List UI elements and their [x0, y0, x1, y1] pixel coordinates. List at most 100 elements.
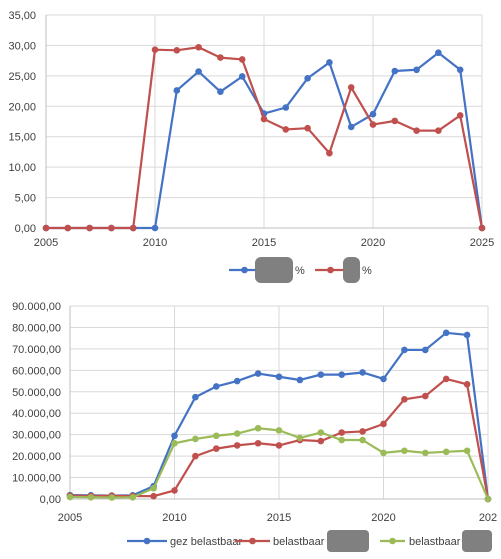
data-point: [213, 432, 220, 440]
data-point: [213, 445, 220, 452]
y-tick-label: 50.000,00: [12, 387, 61, 399]
data-point: [456, 66, 464, 74]
data-point: [254, 370, 262, 377]
data-point: [484, 495, 492, 503]
data-point: [317, 437, 325, 445]
x-tick-label: 2010: [143, 237, 167, 249]
legend: gez belastbaar belastbaar belastbaar: [127, 530, 492, 552]
data-point: [275, 442, 283, 449]
data-point: [478, 224, 486, 232]
x-tick-label: 2015: [252, 237, 276, 249]
legend-item: %: [315, 257, 372, 283]
data-point: [195, 43, 202, 51]
data-point: [391, 117, 399, 125]
data-point: [296, 376, 304, 384]
y-tick-label: 40.000,00: [12, 408, 61, 420]
data-point: [282, 126, 290, 133]
data-point: [275, 373, 283, 381]
data-point: [42, 224, 50, 232]
y-tick-label: 35,00: [8, 10, 36, 22]
data-point: [254, 439, 262, 447]
x-tick-label: 2020: [361, 237, 385, 249]
data-point: [369, 110, 377, 118]
data-point: [192, 452, 199, 460]
data-point: [317, 371, 325, 378]
legend-item: gez belastbaar: [127, 536, 242, 548]
x-tick-label: 2005: [58, 512, 82, 524]
legend: %%: [229, 257, 372, 283]
data-point: [87, 493, 95, 501]
data-point: [64, 224, 72, 232]
y-tick-label: 20.000,00: [12, 451, 61, 463]
y-tick-label: 10.000,00: [12, 473, 61, 485]
x-tick-label: 2020: [371, 512, 395, 524]
y-tick-label: 25,00: [8, 71, 36, 83]
data-point: [150, 484, 157, 492]
x-tick-label: 202: [479, 512, 497, 524]
data-point: [192, 393, 199, 401]
data-point: [171, 439, 178, 447]
redacted-legend-text: [327, 530, 369, 552]
data-point: [86, 224, 93, 232]
legend-label: %: [295, 265, 305, 277]
legend-label: belastbaar: [273, 536, 325, 548]
data-point: [129, 493, 136, 501]
legend-item: belastbaar: [235, 530, 369, 552]
data-point: [296, 434, 304, 442]
data-point: [391, 67, 399, 75]
x-tick-label: 2005: [34, 237, 58, 249]
y-tick-label: 30,00: [8, 40, 36, 52]
data-point: [254, 424, 262, 432]
y-tick-label: 20,00: [8, 101, 36, 113]
data-point: [233, 442, 241, 449]
data-point: [173, 46, 181, 54]
data-point: [233, 377, 241, 385]
data-point: [359, 428, 366, 435]
x-tick-label: 2010: [162, 512, 186, 524]
data-point: [304, 124, 311, 132]
amount-line-chart: 0,00 10.000,00 20.000,00 30.000,00 40.000,00…: [12, 301, 497, 552]
legend-label: gez belastbaar: [170, 536, 242, 548]
data-point: [422, 346, 429, 354]
data-point: [463, 447, 471, 455]
data-point: [171, 432, 178, 440]
data-point: [347, 123, 355, 131]
y-tick-label: 90.000,00: [12, 301, 61, 313]
data-point: [463, 380, 471, 388]
data-point: [238, 56, 246, 63]
data-point: [401, 395, 408, 403]
y-tick-label: 80.000,00: [12, 322, 61, 334]
data-point: [233, 430, 241, 437]
percentage-line-chart: 0,00 5,00 10,00 15,00 20,00 25,00 30,00 35,00 20…: [8, 10, 494, 283]
y-tick-label: 15,00: [8, 132, 36, 144]
x-tick-label: 2015: [267, 512, 291, 524]
legend-label: %: [362, 265, 372, 277]
redacted-legend-text: [462, 530, 492, 552]
y-tick-label: 10,00: [8, 162, 36, 174]
data-point: [422, 449, 429, 457]
data-point: [380, 449, 387, 457]
data-point: [317, 429, 325, 436]
data-point: [260, 115, 268, 123]
data-point: [347, 84, 355, 91]
data-point: [338, 436, 346, 444]
legend-swatch-marker: [143, 537, 151, 545]
data-point: [275, 427, 283, 434]
data-point: [413, 66, 420, 74]
data-point: [359, 436, 366, 444]
data-point: [380, 375, 387, 383]
legend-item: %: [229, 257, 305, 283]
data-point: [151, 46, 159, 53]
data-point: [108, 224, 115, 232]
legend-swatch-marker: [241, 266, 248, 274]
data-point: [442, 329, 450, 337]
data-point: [213, 383, 220, 390]
data-point: [195, 68, 202, 75]
legend-swatch-marker: [389, 537, 396, 545]
x-tick-label: 2025: [470, 237, 494, 249]
data-point: [282, 104, 290, 111]
data-point: [422, 392, 429, 400]
legend-label: belastbaar: [409, 536, 461, 548]
legend-swatch-marker: [327, 266, 334, 274]
